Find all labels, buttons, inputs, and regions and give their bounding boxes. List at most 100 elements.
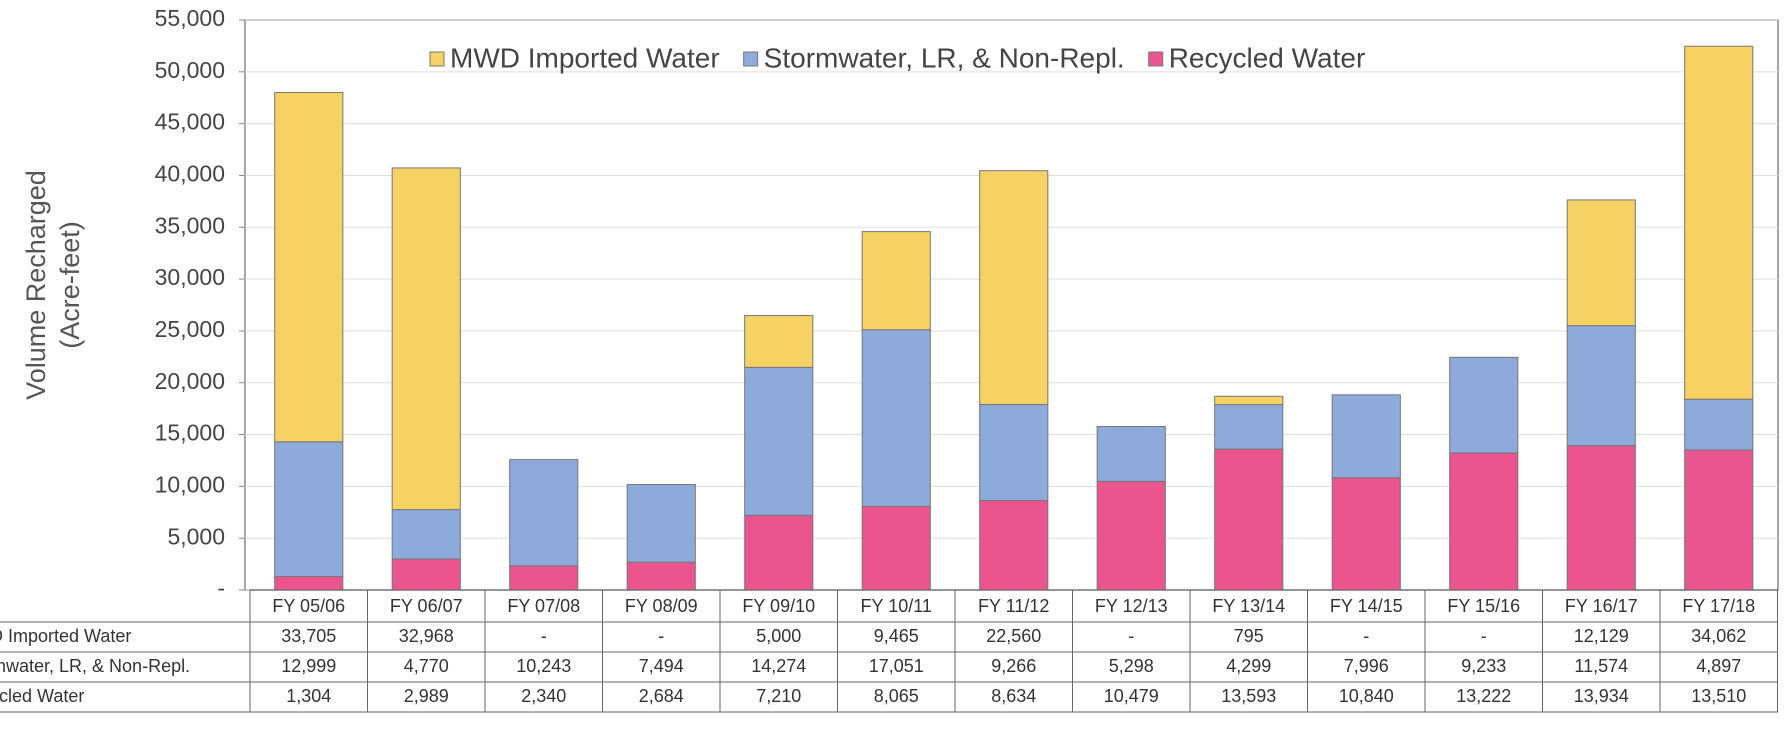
table-cell: 22,560: [986, 626, 1041, 646]
table-cell: 2,989: [404, 686, 449, 706]
table-cell: 2,684: [639, 686, 684, 706]
bar-segment: [744, 514, 814, 591]
table-cell: 14,274: [751, 656, 806, 676]
table-cell: 9,465: [874, 626, 919, 646]
table-cell: 7,494: [639, 656, 684, 676]
bar-segment: [1684, 398, 1754, 451]
row-labels: MWD Imported Water Stormwater, LR, & Non-…: [0, 626, 190, 706]
table-cell: 5,298: [1109, 656, 1154, 676]
y-tick-label: 35,000: [155, 212, 225, 238]
table-cell: 13,222: [1456, 686, 1511, 706]
bar-segment: [1684, 45, 1754, 400]
table-cell: 13,510: [1691, 686, 1746, 706]
legend: MWD Imported Water Stormwater, LR, & Non-…: [429, 42, 1366, 73]
bar-segment: [979, 170, 1049, 405]
y-tick-label: 50,000: [155, 57, 225, 83]
row-label: MWD Imported Water: [0, 626, 131, 646]
x-tick-label: FY 09/10: [742, 596, 815, 616]
table-cell: 9,233: [1461, 656, 1506, 676]
legend-swatch: [743, 51, 759, 67]
y-tick-label: 55,000: [155, 5, 225, 31]
y-tick-label: 45,000: [155, 109, 225, 135]
bar-segment: [1096, 425, 1166, 482]
x-tick-label: FY 08/09: [625, 596, 698, 616]
x-tick-label: FY 12/13: [1095, 596, 1168, 616]
bar-segment: [1566, 199, 1636, 327]
table-cell: 10,479: [1104, 686, 1159, 706]
table-cell: -: [1363, 626, 1369, 646]
row-label: Recycled Water: [0, 686, 84, 706]
bar-segment: [1096, 480, 1166, 591]
x-tick-label: FY 10/11: [861, 596, 932, 616]
bar-segment: [1449, 452, 1519, 591]
bar-segment: [1684, 449, 1754, 591]
bar-segment: [1331, 394, 1401, 479]
x-tick-label: FY 06/07: [390, 596, 463, 616]
bar-segment: [391, 558, 461, 591]
table-cell: 5,000: [756, 626, 801, 646]
table-cell: -: [1128, 626, 1134, 646]
legend-label: Stormwater, LR, & Non-Repl.: [764, 42, 1125, 73]
table-cell: 4,897: [1696, 656, 1741, 676]
bar-segment: [1214, 448, 1284, 591]
y-axis-label: (Acre-feet): [55, 221, 85, 349]
bar-segment: [861, 505, 931, 591]
table-cell: 8,634: [991, 686, 1036, 706]
bar-segment: [979, 403, 1049, 502]
table-cell: 795: [1234, 626, 1264, 646]
table-cell: 11,574: [1574, 656, 1628, 676]
table-cell: 7,996: [1344, 656, 1389, 676]
y-tick-label: 40,000: [155, 161, 225, 187]
table-cell: 9,266: [991, 656, 1036, 676]
table-cell: -: [658, 626, 664, 646]
table-cell: 13,593: [1221, 686, 1276, 706]
legend-swatch: [1148, 51, 1164, 67]
legend-label: MWD Imported Water: [450, 42, 720, 73]
table-cell: 1,304: [286, 686, 331, 706]
bar-segment: [509, 459, 579, 567]
x-tick-label: FY 11/12: [978, 596, 1049, 616]
x-tick-label: FY 13/14: [1212, 596, 1285, 616]
y-tick-label: 10,000: [155, 471, 225, 497]
y-tick-label: 5,000: [167, 523, 225, 549]
y-tick-label: -: [217, 575, 225, 601]
bar-segment: [744, 315, 814, 368]
x-tick-label: FY 17/18: [1682, 596, 1755, 616]
bar-segment: [626, 561, 696, 591]
y-tick-label: 25,000: [155, 316, 225, 342]
table-cell: -: [1481, 626, 1487, 646]
legend-swatch: [429, 51, 445, 67]
row-label: Stormwater, LR, & Non-Repl.: [0, 656, 190, 676]
x-tick-label: FY 05/06: [272, 596, 345, 616]
table-cell: 4,770: [404, 656, 449, 676]
y-axis-label: Volume Recharged: [21, 170, 51, 400]
table-cell: 4,299: [1226, 656, 1271, 676]
bar-segment: [274, 441, 344, 577]
table-cell: 12,129: [1574, 626, 1629, 646]
x-tick-label: FY 14/15: [1330, 596, 1403, 616]
table-cell: 7,210: [756, 686, 801, 706]
x-tick-label: FY 07/08: [507, 596, 580, 616]
table-cell: 10,840: [1339, 686, 1394, 706]
bar-segment: [391, 509, 461, 560]
bar-segment: [509, 565, 579, 591]
y-tick-label: 20,000: [155, 368, 225, 394]
y-tick-label: 15,000: [155, 420, 225, 446]
legend-label: Recycled Water: [1169, 42, 1366, 73]
table-cell: 12,999: [281, 656, 336, 676]
table-cell: 17,051: [869, 656, 924, 676]
x-tick-label: FY 15/16: [1447, 596, 1520, 616]
table-cell: 10,243: [516, 656, 571, 676]
bar-segment: [1566, 325, 1636, 447]
bar-segment: [1214, 404, 1284, 450]
bar-segment: [979, 500, 1049, 591]
bar-segment: [391, 167, 461, 511]
table-cell: 13,934: [1574, 686, 1629, 706]
bar-segment: [1214, 395, 1284, 406]
x-tick-label: FY 16/17: [1565, 596, 1638, 616]
bar-segment: [744, 366, 814, 516]
bar-segment: [626, 484, 696, 563]
table-cell: 8,065: [874, 686, 919, 706]
y-tick-label: 30,000: [155, 264, 225, 290]
